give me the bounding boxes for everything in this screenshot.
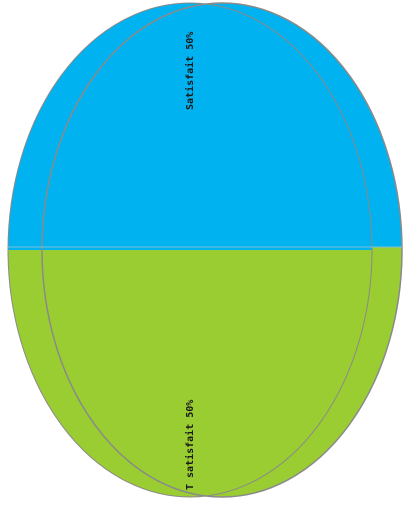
data-label-satisfait: Satisfait 50% (184, 32, 196, 110)
pie-outline-front (7, 2, 373, 498)
slice-satisfait (8, 3, 372, 250)
pie-slices (8, 3, 372, 497)
pie-outline-back (41, 2, 403, 498)
slice-t-satisfait (8, 250, 372, 497)
data-label-t-satisfait: T satisfait 50% (184, 400, 196, 490)
